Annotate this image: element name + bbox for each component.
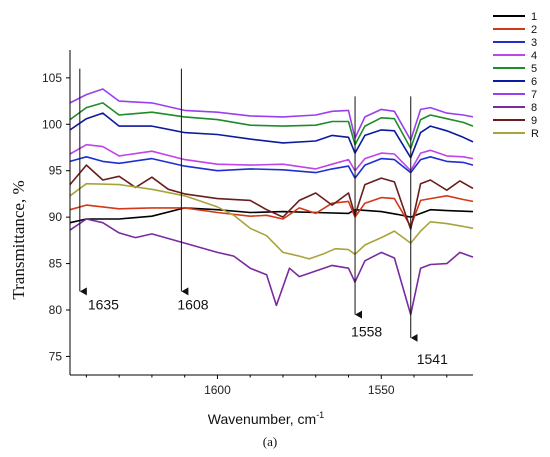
y-axis-title: Transmittance, % <box>9 180 28 299</box>
series-line-7 <box>69 88 474 141</box>
series-line-6 <box>69 112 474 159</box>
series-line-2 <box>69 195 474 228</box>
series-layer <box>69 88 474 316</box>
series-line-8 <box>69 218 474 316</box>
legend-label-6: 6 <box>531 76 537 88</box>
figure-sublabel: (a) <box>263 434 277 449</box>
series-line-5 <box>69 102 474 150</box>
legend-label-1: 1 <box>531 11 537 23</box>
axes-layer: 75 80 85 90 95 100 105 1600 1550 <box>42 50 473 397</box>
legend-label-7: 7 <box>531 89 537 101</box>
x-axis-title: Wavenumber, cm-1 <box>208 410 324 427</box>
legend-label-4: 4 <box>531 50 537 62</box>
legend-label-R: R <box>531 128 539 140</box>
series-line-9 <box>69 164 474 230</box>
y-tick-label: 75 <box>49 349 63 363</box>
annotation-label-1541: 1541 <box>417 351 448 367</box>
y-tick-label: 85 <box>49 257 63 271</box>
y-tick-label: 105 <box>42 71 62 85</box>
x-tick-label: 1600 <box>204 383 231 397</box>
legend-label-3: 3 <box>531 37 537 49</box>
annotation-label-1558: 1558 <box>351 324 382 340</box>
series-line-R <box>69 182 474 260</box>
legend-label-8: 8 <box>531 102 537 114</box>
annotation-label-1635: 1635 <box>88 296 119 312</box>
y-tick-label: 95 <box>49 164 63 178</box>
series-line-3 <box>69 156 474 179</box>
x-tick-label: 1550 <box>368 383 395 397</box>
series-line-4 <box>69 143 474 172</box>
annotation-label-1608: 1608 <box>177 296 208 312</box>
legend-label-9: 9 <box>531 115 537 127</box>
y-tick-label: 100 <box>42 117 62 131</box>
y-tick-label: 90 <box>49 210 63 224</box>
annotation-layer: 1635 1608 1558 1541 <box>79 68 448 367</box>
legend-label-5: 5 <box>531 63 537 75</box>
y-tick-label: 80 <box>49 303 63 317</box>
legend-label-2: 2 <box>531 24 537 36</box>
